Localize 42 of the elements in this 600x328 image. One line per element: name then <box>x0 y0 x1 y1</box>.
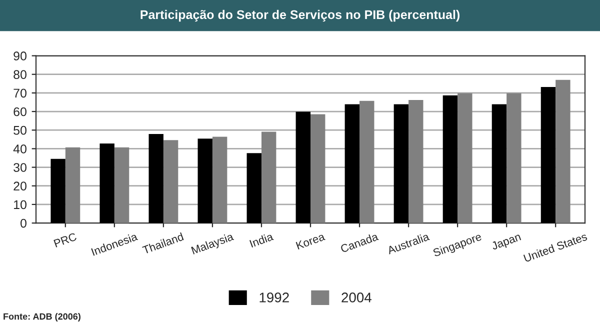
x-tick-label: Japan <box>490 232 522 252</box>
x-tick-label: United States <box>523 232 588 262</box>
y-tick-label: 30 <box>14 163 26 172</box>
bar <box>394 104 409 224</box>
bar <box>148 134 164 224</box>
bar <box>114 147 130 224</box>
bar <box>212 136 228 224</box>
y-tick-label: 10 <box>14 200 26 210</box>
y-tick-label: 60 <box>14 107 26 116</box>
bar <box>556 80 570 224</box>
bar <box>408 100 424 224</box>
bar <box>442 95 458 224</box>
y-tick-label: 80 <box>14 70 26 79</box>
y-tick-label: 0 <box>20 218 26 228</box>
bar <box>506 93 522 224</box>
bar <box>492 104 507 224</box>
y-tick-label: 90 <box>14 52 26 60</box>
bar <box>458 93 472 224</box>
bar <box>540 86 556 224</box>
bar <box>360 100 374 224</box>
x-tick-label: Korea <box>296 232 326 250</box>
x-tick-label: Canada <box>340 232 379 253</box>
bar <box>261 132 276 224</box>
y-tick-label: 40 <box>13 144 26 154</box>
bar <box>344 104 360 224</box>
source-note: Fonte: ADB (2006) <box>4 313 80 322</box>
bar <box>65 147 80 224</box>
legend-label: 1992 <box>260 292 289 302</box>
bar <box>198 138 212 224</box>
y-tick-label: 70 <box>14 88 26 98</box>
y-tick-label: 50 <box>14 126 26 135</box>
bar <box>100 143 114 224</box>
x-tick-label: India <box>249 232 274 248</box>
bar <box>296 112 310 224</box>
bar <box>163 140 178 224</box>
legend-label: 2004 <box>342 292 372 302</box>
x-tick-label: PRC <box>54 232 78 248</box>
bar <box>310 114 326 224</box>
chart-title: Participação do Setor de Serviços no PIB (percentual) <box>140 10 460 22</box>
bar <box>246 153 262 224</box>
bar <box>50 158 66 224</box>
y-tick-label: 20 <box>14 182 26 191</box>
